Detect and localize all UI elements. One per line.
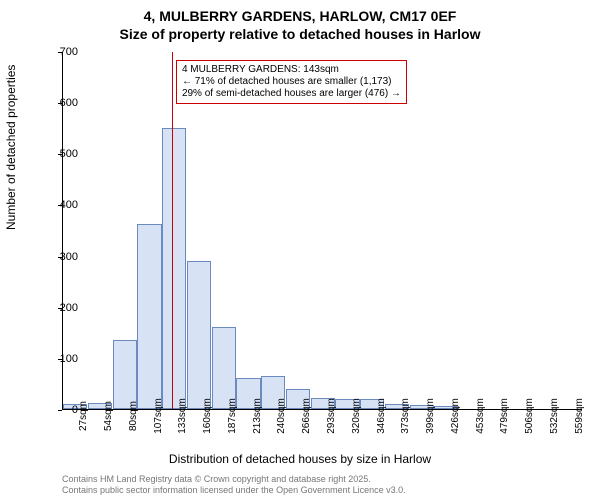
x-tick-label: 160sqm xyxy=(202,398,213,434)
x-tick-label: 187sqm xyxy=(227,398,238,434)
histogram-bar xyxy=(137,224,161,409)
x-tick-label: 373sqm xyxy=(400,398,411,434)
x-tick-label: 133sqm xyxy=(177,398,188,434)
x-tick-label: 479sqm xyxy=(499,398,510,434)
x-tick-label: 532sqm xyxy=(549,398,560,434)
histogram-bar xyxy=(113,340,137,409)
annotation-line3: 29% of semi-detached houses are larger (… xyxy=(182,88,401,100)
x-tick-label: 107sqm xyxy=(153,398,164,434)
chart-title: 4, MULBERRY GARDENS, HARLOW, CM17 0EF Si… xyxy=(0,0,600,42)
x-tick-label: 240sqm xyxy=(276,398,287,434)
license-line1: Contains HM Land Registry data © Crown c… xyxy=(62,474,406,485)
license-text: Contains HM Land Registry data © Crown c… xyxy=(62,474,406,496)
x-tick-label: 293sqm xyxy=(326,398,337,434)
x-tick-label: 346sqm xyxy=(376,398,387,434)
x-tick-label: 453sqm xyxy=(475,398,486,434)
x-tick-label: 54sqm xyxy=(103,401,114,431)
x-tick-label: 320sqm xyxy=(351,398,362,434)
x-tick-label: 80sqm xyxy=(128,401,139,431)
chart-plot-area: 4 MULBERRY GARDENS: 143sqm ← 71% of deta… xyxy=(62,52,582,410)
histogram-bar xyxy=(187,261,211,409)
x-tick-label: 27sqm xyxy=(78,401,89,431)
histogram-bar xyxy=(162,128,186,409)
title-line1: 4, MULBERRY GARDENS, HARLOW, CM17 0EF xyxy=(0,8,600,24)
x-axis-label: Distribution of detached houses by size … xyxy=(0,452,600,466)
x-tick-label: 213sqm xyxy=(252,398,263,434)
marker-annotation: 4 MULBERRY GARDENS: 143sqm ← 71% of deta… xyxy=(176,60,407,104)
annotation-line2: ← 71% of detached houses are smaller (1,… xyxy=(182,76,401,88)
property-marker-line xyxy=(172,52,173,409)
histogram-bar xyxy=(212,327,236,409)
annotation-line1: 4 MULBERRY GARDENS: 143sqm xyxy=(182,64,401,76)
x-tick-label: 266sqm xyxy=(301,398,312,434)
title-line2: Size of property relative to detached ho… xyxy=(0,26,600,42)
x-tick-label: 559sqm xyxy=(574,398,585,434)
x-tick-label: 426sqm xyxy=(450,398,461,434)
x-tick-label: 506sqm xyxy=(524,398,535,434)
x-tick-label: 399sqm xyxy=(425,398,436,434)
license-line2: Contains public sector information licen… xyxy=(62,485,406,496)
y-axis-label: Number of detached properties xyxy=(4,65,18,230)
